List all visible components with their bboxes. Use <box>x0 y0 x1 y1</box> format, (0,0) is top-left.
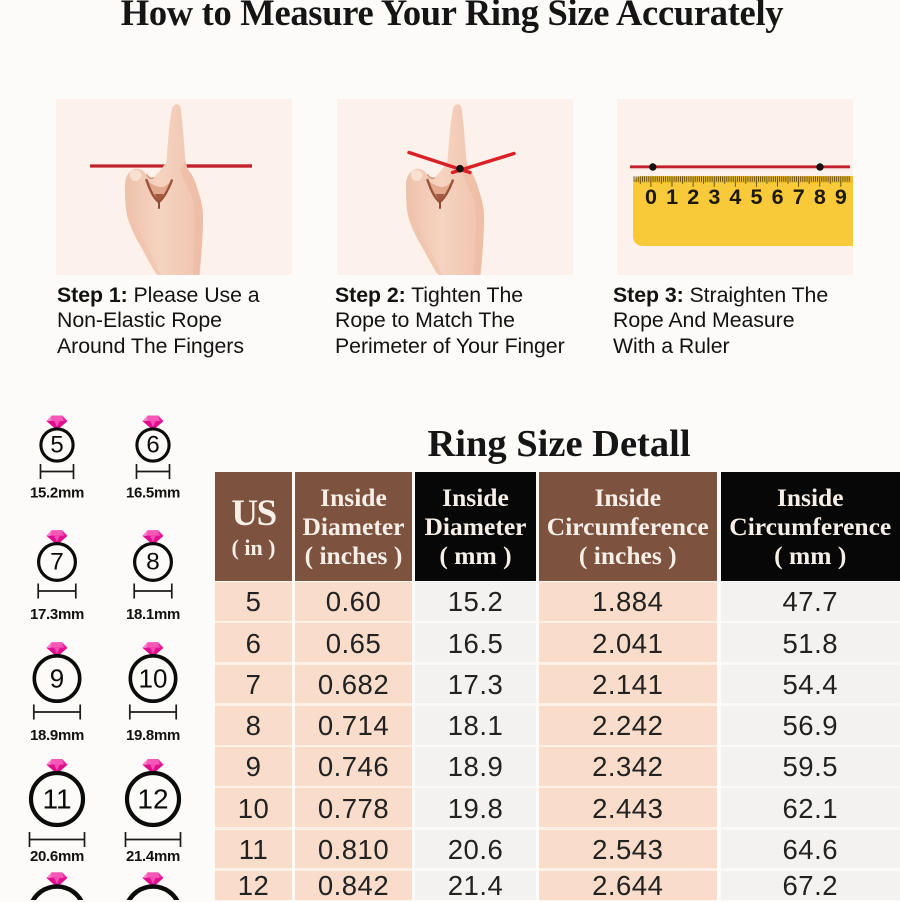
svg-text:15.2mm: 15.2mm <box>30 485 84 502</box>
svg-text:14: 14 <box>137 898 169 900</box>
svg-text:2: 2 <box>687 185 699 209</box>
svg-text:12: 12 <box>137 784 168 815</box>
svg-text:20.6mm: 20.6mm <box>30 848 84 865</box>
svg-text:19.8mm: 19.8mm <box>126 727 180 744</box>
svg-text:7: 7 <box>50 549 64 576</box>
svg-text:0: 0 <box>645 185 657 209</box>
svg-text:16.5mm: 16.5mm <box>126 485 180 502</box>
svg-text:9: 9 <box>835 185 847 209</box>
svg-text:1: 1 <box>666 185 678 209</box>
svg-text:5: 5 <box>751 185 763 209</box>
svg-text:5: 5 <box>50 432 63 459</box>
svg-text:3: 3 <box>708 185 720 209</box>
svg-text:9: 9 <box>50 664 64 694</box>
svg-text:6: 6 <box>772 185 784 209</box>
svg-text:13: 13 <box>41 898 73 900</box>
svg-text:8: 8 <box>814 185 826 209</box>
svg-text:18.1mm: 18.1mm <box>126 606 180 623</box>
svg-text:6: 6 <box>146 432 159 459</box>
svg-text:7: 7 <box>793 185 805 209</box>
svg-text:21.4mm: 21.4mm <box>126 848 180 865</box>
svg-text:11: 11 <box>42 784 71 815</box>
svg-text:10: 10 <box>139 664 168 694</box>
svg-text:8: 8 <box>146 549 160 576</box>
svg-text:18.9mm: 18.9mm <box>30 727 84 744</box>
svg-text:17.3mm: 17.3mm <box>30 606 84 623</box>
svg-text:4: 4 <box>729 185 741 209</box>
